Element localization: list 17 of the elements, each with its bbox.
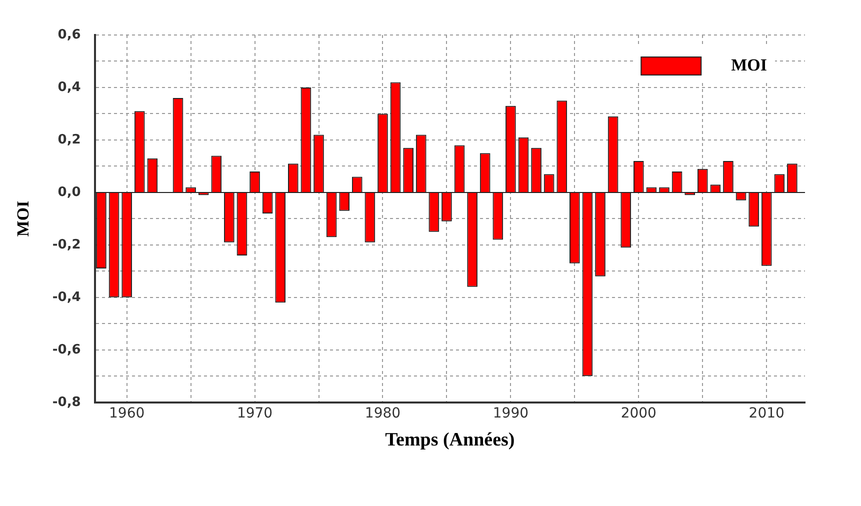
y-axis-title: MOI xyxy=(14,200,33,237)
y-tick-label: -0,2 xyxy=(52,237,81,252)
y-tick-label: -0,4 xyxy=(52,290,81,305)
y-tick-label: 0,6 xyxy=(58,27,81,42)
legend-label: MOI xyxy=(731,55,768,74)
y-tick-label: -0,6 xyxy=(52,342,81,358)
x-tick-label: 2010 xyxy=(748,405,784,422)
x-tick-label: 1980 xyxy=(364,405,401,422)
x-tick-label: 1970 xyxy=(236,405,273,422)
x-tick-label: 1990 xyxy=(492,405,529,422)
y-tick-label: 0,4 xyxy=(58,80,81,95)
x-tick-label: 2000 xyxy=(620,405,656,422)
y-tick-label: 0,0 xyxy=(58,184,81,200)
x-axis-title: Temps (Années) xyxy=(385,430,515,451)
y-tick-label: -0,8 xyxy=(52,394,81,410)
y-tick-label: 0,2 xyxy=(58,132,81,148)
x-tick-label: 1960 xyxy=(108,405,145,422)
